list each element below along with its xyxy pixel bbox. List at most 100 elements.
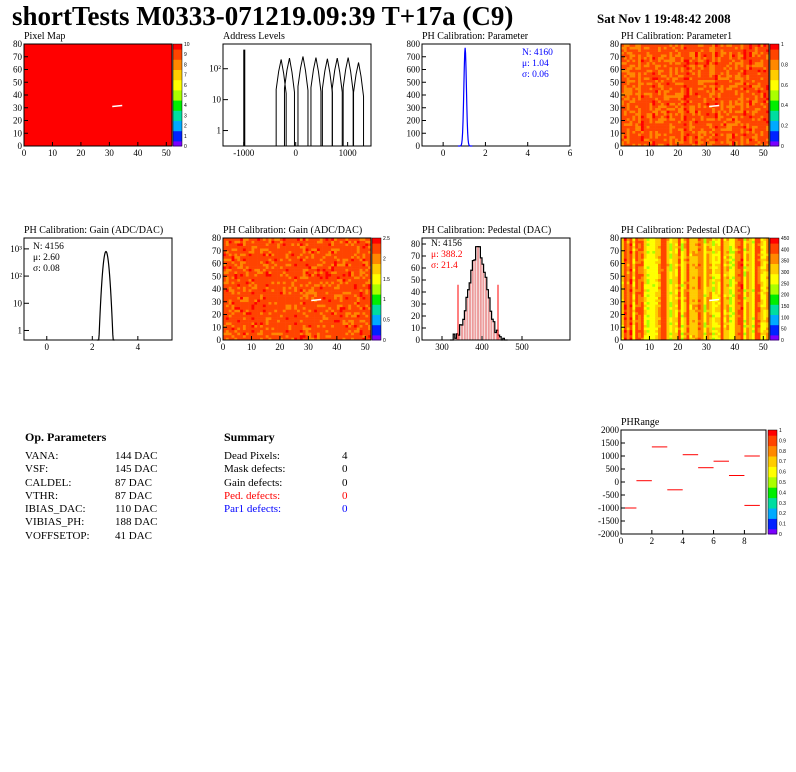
heatmap-cell: [325, 324, 329, 328]
heatmap-cell: [626, 276, 630, 280]
heatmap-cell: [626, 248, 630, 252]
heatmap-cell: [291, 253, 295, 257]
heatmap-cell: [638, 289, 642, 292]
heatmap-cell: [299, 260, 303, 264]
heatmap-cell: [655, 87, 659, 91]
heatmap-cell: [683, 89, 687, 93]
heatmap-cell: [248, 276, 252, 280]
heatmap-cell: [365, 319, 369, 323]
y-tick-label: 700: [407, 52, 421, 62]
heatmap-cell: [643, 311, 647, 315]
heatmap-cell: [729, 125, 733, 129]
heatmap-cell: [245, 243, 249, 246]
heatmap-cell: [242, 245, 247, 249]
heatmap-cell: [692, 66, 696, 70]
heatmap-cell: [353, 283, 358, 287]
heatmap-cell: [663, 115, 667, 119]
heatmap-cell: [754, 79, 758, 83]
heatmap-cell: [356, 273, 360, 277]
heatmap-cell: [717, 140, 721, 144]
heatmap-cell: [700, 84, 704, 88]
heatmap-cell: [223, 296, 227, 300]
heatmap-cell: [311, 306, 315, 310]
heatmap-cell: [760, 128, 764, 131]
x-tick-label: 1000: [339, 148, 358, 158]
heatmap-cell: [362, 268, 366, 272]
heatmap-cell: [751, 112, 756, 116]
heatmap-cell: [225, 332, 229, 336]
heatmap-cell: [700, 140, 704, 144]
heatmap-cell: [726, 72, 730, 75]
heatmap-cell: [359, 286, 363, 290]
heatmap-cell: [669, 115, 673, 119]
y-tick-label: 500: [407, 77, 421, 87]
heatmap-cell: [279, 309, 284, 313]
heatmap-cell: [689, 82, 693, 86]
heatmap-cell: [686, 138, 690, 142]
heatmap-cell: [314, 266, 318, 269]
heatmap-cell: [646, 95, 650, 98]
heatmap-cell: [712, 59, 716, 63]
heatmap-cell: [342, 250, 346, 254]
heatmap-cell: [686, 54, 690, 58]
heatmap-cell: [342, 329, 346, 333]
heatmap-cell: [308, 283, 312, 287]
pedestal-bin: [461, 324, 463, 341]
heatmap-cell: [342, 314, 346, 318]
heatmap-cell: [723, 49, 727, 52]
heatmap-cell: [228, 286, 232, 290]
heatmap-cell: [632, 334, 636, 338]
heatmap-cell: [652, 266, 656, 269]
heatmap-cell: [683, 105, 687, 109]
heatmap-cell: [240, 245, 244, 249]
heatmap-cell: [689, 66, 693, 70]
heatmap-cell: [277, 240, 281, 244]
heatmap-cell: [643, 238, 647, 241]
heatmap-cell: [737, 143, 741, 147]
heatmap-cell: [706, 117, 710, 121]
heatmap-cell: [692, 143, 696, 147]
heatmap-cell: [254, 291, 258, 295]
heatmap-cell: [288, 291, 292, 295]
heatmap-cell: [760, 59, 764, 63]
heatmap-cell: [359, 332, 363, 336]
heatmap-cell: [254, 258, 258, 262]
stat-sigma: σ: 21.4: [431, 261, 458, 271]
heatmap-cell: [658, 112, 662, 116]
heatmap-cell: [729, 77, 733, 80]
heatmap-cell: [626, 125, 630, 129]
heatmap-cell: [231, 238, 235, 241]
heatmap-cell: [697, 120, 701, 124]
heatmap-cell: [336, 268, 340, 272]
heatmap-cell: [316, 268, 321, 272]
heatmap-cell: [640, 59, 645, 63]
heatmap-cell: [223, 289, 227, 292]
heatmap-cell: [686, 44, 690, 47]
heatmap-cell: [302, 329, 306, 333]
heatmap-cell: [282, 319, 286, 323]
heatmap-cell: [623, 263, 627, 267]
colorbar-cell: [770, 49, 779, 55]
heatmap-cell: [311, 253, 315, 257]
heatmap-cell: [629, 319, 633, 323]
heatmap-cell: [723, 135, 727, 139]
heatmap-cell: [305, 319, 309, 323]
heatmap-cell: [228, 240, 232, 244]
heatmap-cell: [643, 97, 647, 101]
heatmap-cell: [635, 324, 639, 328]
heatmap-cell: [265, 243, 269, 246]
heatmap-cell: [294, 309, 298, 313]
heatmap-cell: [732, 128, 736, 131]
heatmap-cell: [646, 304, 650, 308]
heatmap-cell: [743, 64, 747, 68]
heatmap-cell: [663, 117, 667, 121]
heatmap-cell: [646, 97, 650, 101]
heatmap-cell: [751, 46, 756, 50]
heatmap-cell: [677, 130, 682, 134]
heatmap-cell: [621, 79, 625, 83]
heatmap-cell: [359, 276, 363, 280]
heatmap-cell: [242, 253, 247, 257]
heatmap-cell: [749, 92, 753, 96]
heatmap-cell: [743, 82, 747, 86]
heatmap-cell: [225, 258, 229, 262]
